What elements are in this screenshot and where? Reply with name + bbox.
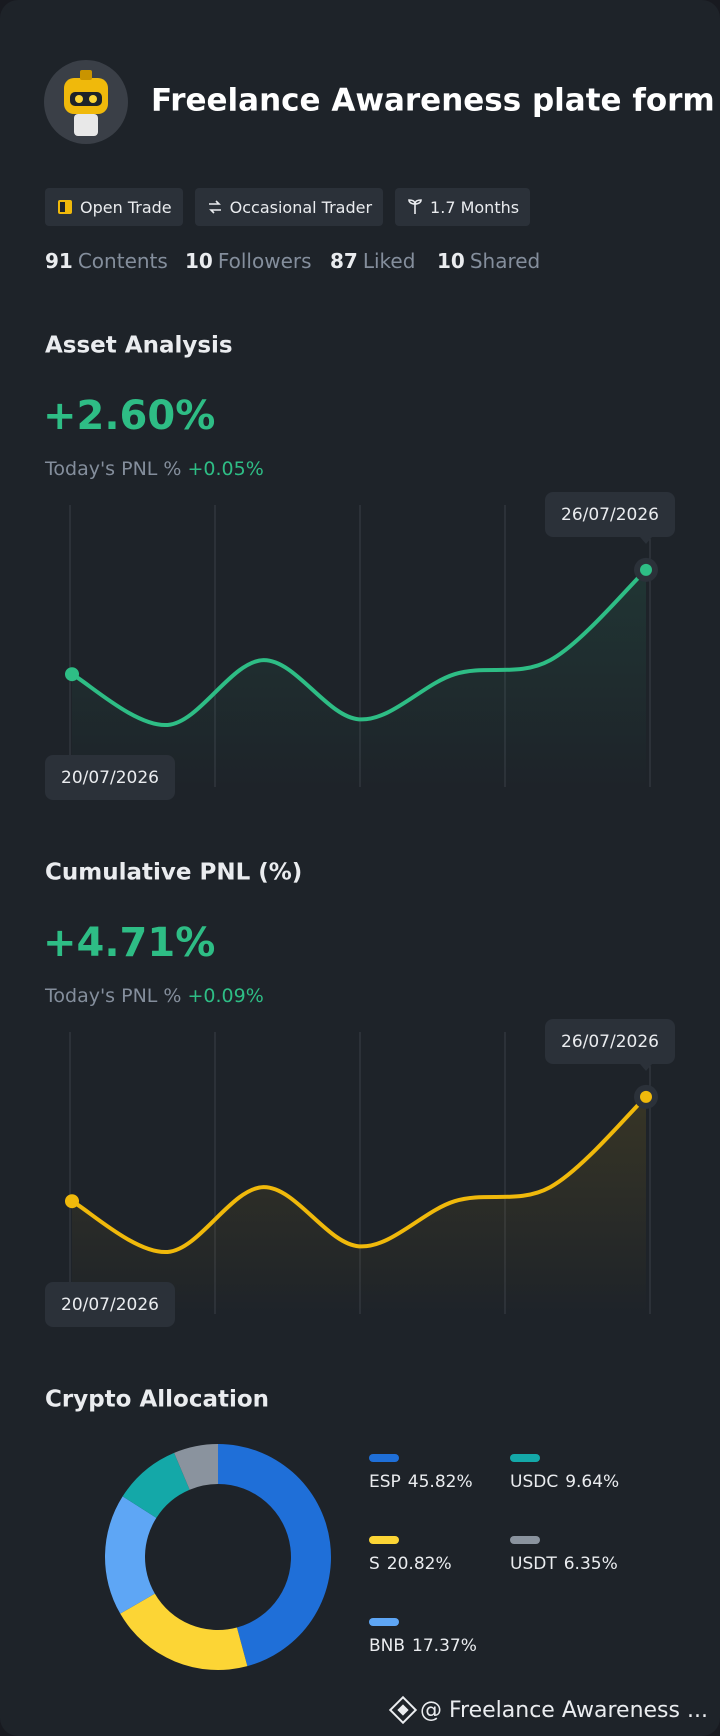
legend-name: USDC	[510, 1472, 558, 1492]
tags: Open Trade Occasional Trader 1.7 Months	[45, 188, 531, 226]
date-label: 20/07/2026	[61, 1295, 159, 1315]
tag: Open Trade	[45, 188, 183, 226]
date-box	[545, 1019, 675, 1064]
legend-entry: USDC 9.64%	[510, 1472, 619, 1492]
line	[70, 1095, 648, 1254]
section-title: Asset Analysis	[45, 333, 233, 359]
pnl-value: +0.05%	[187, 458, 263, 480]
headline: +2.60%	[43, 393, 215, 439]
stat-label: Contents	[78, 249, 168, 273]
stat: 10 Followers	[185, 249, 312, 273]
stat-value: 87	[330, 249, 358, 273]
legend-value: 6.35%	[564, 1554, 618, 1574]
legend-value: 20.82%	[387, 1554, 452, 1574]
tag: 1.7 Months	[395, 188, 531, 226]
legend-swatch	[369, 1536, 399, 1544]
legend-value: 45.82%	[408, 1472, 473, 1492]
date-pointer	[640, 1064, 652, 1071]
stat-label: Liked	[363, 249, 416, 273]
date-label: 20/07/2026	[61, 768, 159, 788]
date-label: 26/07/2026	[561, 1032, 659, 1052]
footer: @ Freelance Awareness ...	[388, 1695, 708, 1725]
legend-name: BNB	[369, 1636, 405, 1656]
line	[70, 568, 648, 727]
tag-text: 1.7 Months	[430, 197, 520, 217]
slice	[120, 1593, 248, 1670]
date-pointer	[640, 537, 652, 544]
headline: +4.71%	[43, 920, 215, 966]
tag: Occasional Trader	[194, 188, 384, 226]
section-title: Cumulative PNL (%)	[45, 860, 302, 886]
stat-label: Followers	[218, 249, 312, 273]
slice	[174, 1444, 218, 1490]
stat: 87 Liked	[330, 249, 415, 273]
legend-value: 9.64%	[565, 1472, 619, 1492]
legend-name: ESP	[369, 1472, 401, 1492]
area	[72, 569, 646, 787]
stat-value: 10	[437, 249, 465, 273]
pnl-label: Today's PNL %	[44, 458, 181, 480]
title: Freelance Awareness plate form	[151, 83, 715, 119]
legend-swatch	[369, 1454, 399, 1462]
pnl-label: Today's PNL %	[44, 985, 181, 1007]
end-dot	[640, 1090, 652, 1103]
legend-swatch	[510, 1454, 540, 1462]
section-title: Crypto Allocation	[45, 1387, 269, 1413]
tag-text: Open Trade	[80, 197, 172, 217]
stat-label: Shared	[470, 249, 540, 273]
start-dot	[65, 667, 79, 682]
date-box	[45, 755, 175, 800]
slice	[104, 1496, 157, 1614]
stat-value: 10	[185, 249, 213, 273]
pnl: Today's PNL % +0.09%	[44, 985, 264, 1007]
avatar	[44, 60, 128, 144]
tag-icon	[408, 199, 422, 214]
tag-icon	[58, 200, 72, 214]
stat-value: 91	[45, 249, 73, 273]
pnl: Today's PNL % +0.05%	[44, 458, 264, 480]
legend-swatch	[510, 1536, 540, 1544]
stat: 10 Shared	[437, 249, 540, 273]
slice	[122, 1452, 190, 1518]
pnl-value: +0.09%	[187, 985, 263, 1007]
stat: 91 Contents	[45, 249, 168, 273]
legend-entry: ESP 45.82%	[369, 1472, 473, 1492]
tag-icon	[208, 200, 221, 214]
legend-entry: BNB 17.37%	[369, 1636, 477, 1656]
area	[72, 1096, 646, 1314]
legend-value: 17.37%	[412, 1636, 477, 1656]
legend-entry: S 20.82%	[369, 1554, 452, 1574]
slice	[218, 1444, 332, 1667]
legend-name: USDT	[510, 1554, 557, 1574]
date-box	[545, 492, 675, 537]
legend-name: S	[369, 1554, 380, 1574]
footer-text: @ Freelance Awareness ...	[420, 1698, 708, 1723]
legend-swatch	[369, 1618, 399, 1626]
legend-entry: USDT 6.35%	[510, 1554, 618, 1574]
end-dot	[640, 563, 652, 576]
start-dot	[65, 1194, 79, 1209]
date-box	[45, 1282, 175, 1327]
date-label: 26/07/2026	[561, 505, 659, 525]
tag-text: Occasional Trader	[229, 197, 373, 217]
